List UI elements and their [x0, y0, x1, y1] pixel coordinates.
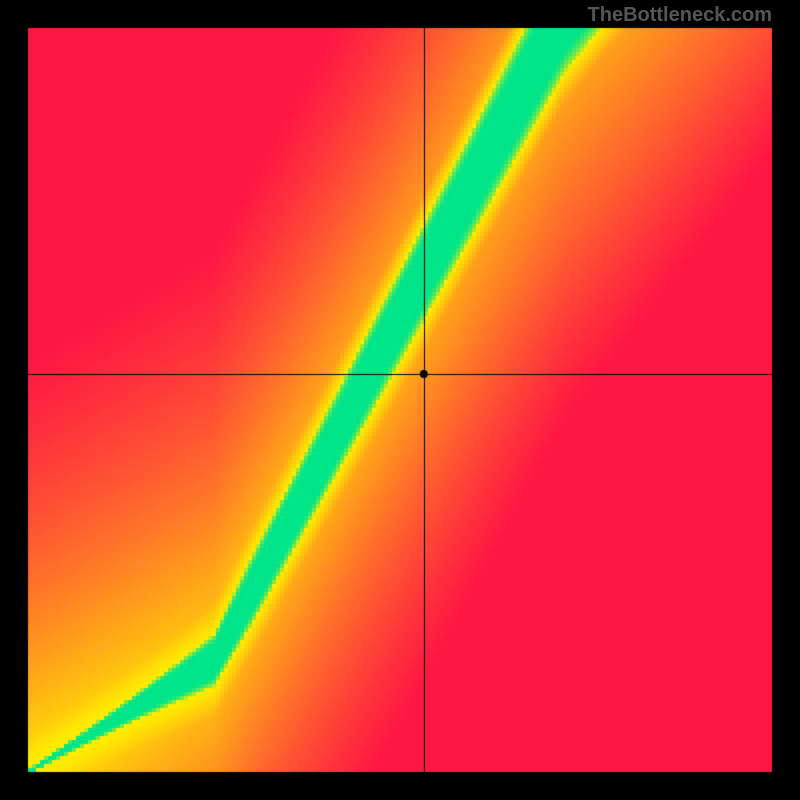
bottleneck-heatmap — [0, 0, 800, 800]
watermark-text: TheBottleneck.com — [588, 4, 772, 27]
